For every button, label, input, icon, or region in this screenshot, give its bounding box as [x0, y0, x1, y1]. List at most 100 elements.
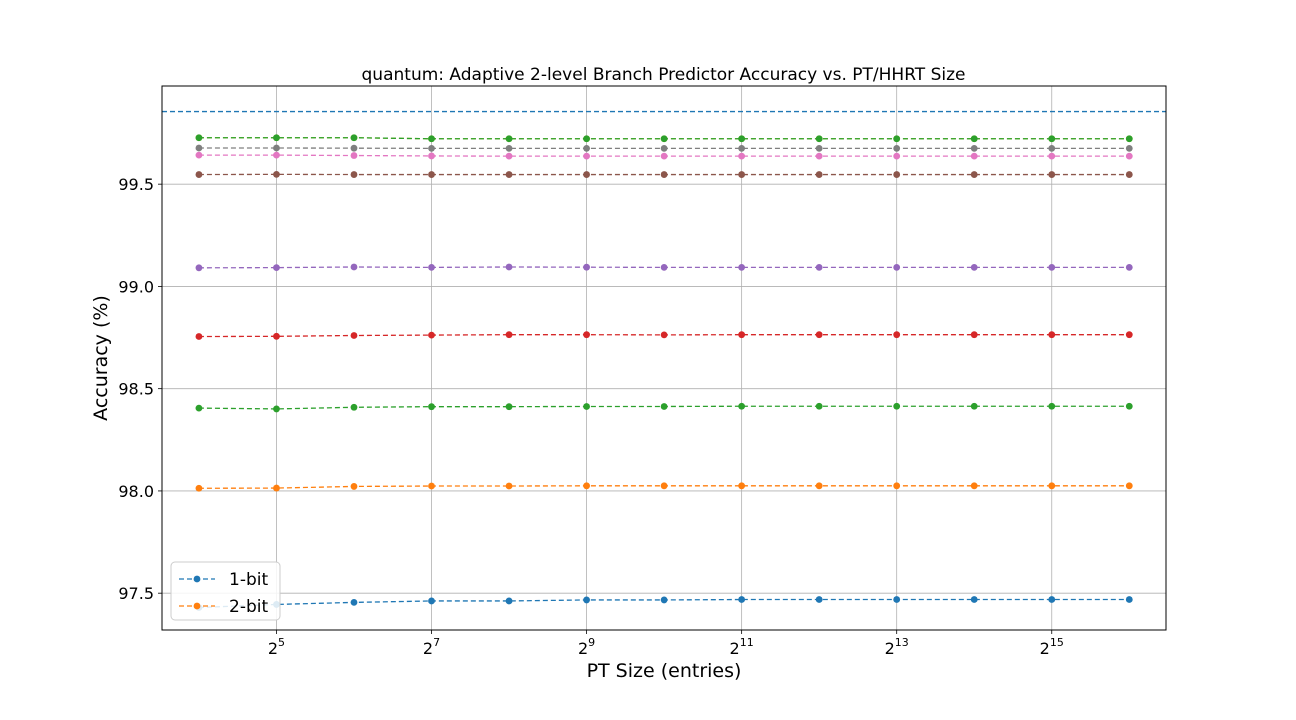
- data-point: [1048, 482, 1056, 490]
- data-point: [893, 596, 901, 603]
- data-point: [815, 171, 823, 178]
- data-point: [660, 264, 668, 271]
- data-point: [893, 171, 901, 178]
- data-point: [970, 402, 978, 410]
- data-point: [815, 264, 823, 271]
- y-axis-title: Accuracy (%): [90, 295, 112, 421]
- data-point: [660, 144, 668, 152]
- data-point: [738, 152, 746, 160]
- series-layer: [195, 134, 1133, 611]
- data-point: [195, 484, 203, 492]
- x-tick-label: 211: [730, 636, 754, 658]
- data-point: [1125, 331, 1133, 339]
- data-point: [660, 331, 668, 339]
- data-point: [583, 403, 590, 410]
- y-tick-label: 99.5: [118, 175, 154, 194]
- y-tick-label: 97.5: [118, 584, 154, 603]
- data-point: [970, 482, 978, 490]
- data-point: [660, 171, 668, 178]
- data-point: [738, 144, 746, 152]
- data-point: [505, 403, 513, 411]
- x-tick-label: 29: [578, 636, 595, 658]
- data-point: [1048, 152, 1056, 160]
- data-point: [195, 333, 203, 340]
- legend-marker: [193, 602, 201, 610]
- data-point: [660, 482, 668, 490]
- data-point: [195, 171, 203, 178]
- data-point: [893, 144, 901, 152]
- data-point: [583, 482, 590, 490]
- data-point: [660, 403, 668, 410]
- data-point: [1048, 135, 1056, 143]
- data-point: [815, 331, 823, 339]
- data-point: [738, 331, 746, 339]
- series-4: [195, 331, 1133, 340]
- legend-label: 1-bit: [229, 570, 268, 590]
- data-point: [273, 484, 280, 492]
- x-axis-title: PT Size (entries): [587, 660, 742, 682]
- x-tick-label: 213: [885, 636, 909, 658]
- data-point: [893, 135, 901, 143]
- y-tick-label: 98.0: [118, 482, 154, 501]
- data-point: [1125, 144, 1133, 152]
- data-point: [350, 134, 358, 142]
- x-axis-ticks: 25 27 29 211 213 215: [268, 630, 1064, 658]
- data-point: [815, 596, 823, 603]
- series-6: [195, 170, 1133, 178]
- data-point: [505, 482, 513, 490]
- data-point: [970, 264, 978, 271]
- data-point: [195, 144, 203, 152]
- x-tick-label: 27: [423, 636, 440, 658]
- y-axis-ticks: 97.5 98.0 98.5 99.0 99.5: [118, 175, 162, 603]
- data-point: [660, 596, 668, 604]
- data-point: [428, 482, 435, 490]
- data-point: [970, 596, 978, 603]
- data-point: [815, 144, 823, 152]
- data-point: [1048, 596, 1056, 603]
- data-point: [738, 482, 746, 490]
- legend-marker: [193, 575, 201, 583]
- legend: 1-bit 2-bit: [170, 561, 281, 621]
- data-point: [505, 263, 513, 271]
- plot-frame: [161, 85, 1167, 631]
- y-tick-label: 98.5: [118, 380, 154, 399]
- y-tick-label: 99.0: [118, 277, 154, 296]
- data-point: [350, 332, 358, 339]
- data-point: [505, 144, 513, 152]
- data-point: [893, 331, 901, 339]
- data-point: [350, 598, 358, 606]
- data-point: [350, 483, 358, 490]
- data-point: [505, 331, 513, 339]
- data-point: [970, 331, 978, 339]
- data-point: [1125, 264, 1133, 271]
- data-point: [738, 171, 746, 178]
- data-point: [583, 135, 590, 143]
- data-point: [815, 402, 823, 410]
- data-point: [1048, 331, 1056, 339]
- data-point: [1125, 596, 1133, 603]
- data-point: [583, 596, 590, 604]
- data-point: [350, 152, 358, 159]
- data-point: [350, 171, 358, 178]
- data-point: [428, 171, 435, 178]
- data-point: [1048, 402, 1056, 410]
- data-point: [583, 331, 590, 339]
- data-point: [273, 134, 280, 142]
- data-point: [273, 332, 280, 340]
- data-point: [195, 134, 203, 142]
- legend-item: 1-bit: [179, 570, 268, 590]
- data-point: [195, 264, 203, 272]
- data-point: [195, 151, 203, 159]
- data-point: [970, 171, 978, 178]
- data-point: [1125, 152, 1133, 160]
- data-point: [583, 171, 590, 178]
- data-point: [583, 263, 590, 271]
- x-tick-label: 25: [268, 636, 285, 658]
- data-point: [970, 144, 978, 152]
- data-point: [428, 264, 435, 271]
- chart-title: quantum: Adaptive 2-level Branch Predict…: [362, 65, 966, 85]
- data-point: [428, 152, 435, 160]
- series-3: [195, 402, 1133, 413]
- data-point: [350, 403, 358, 411]
